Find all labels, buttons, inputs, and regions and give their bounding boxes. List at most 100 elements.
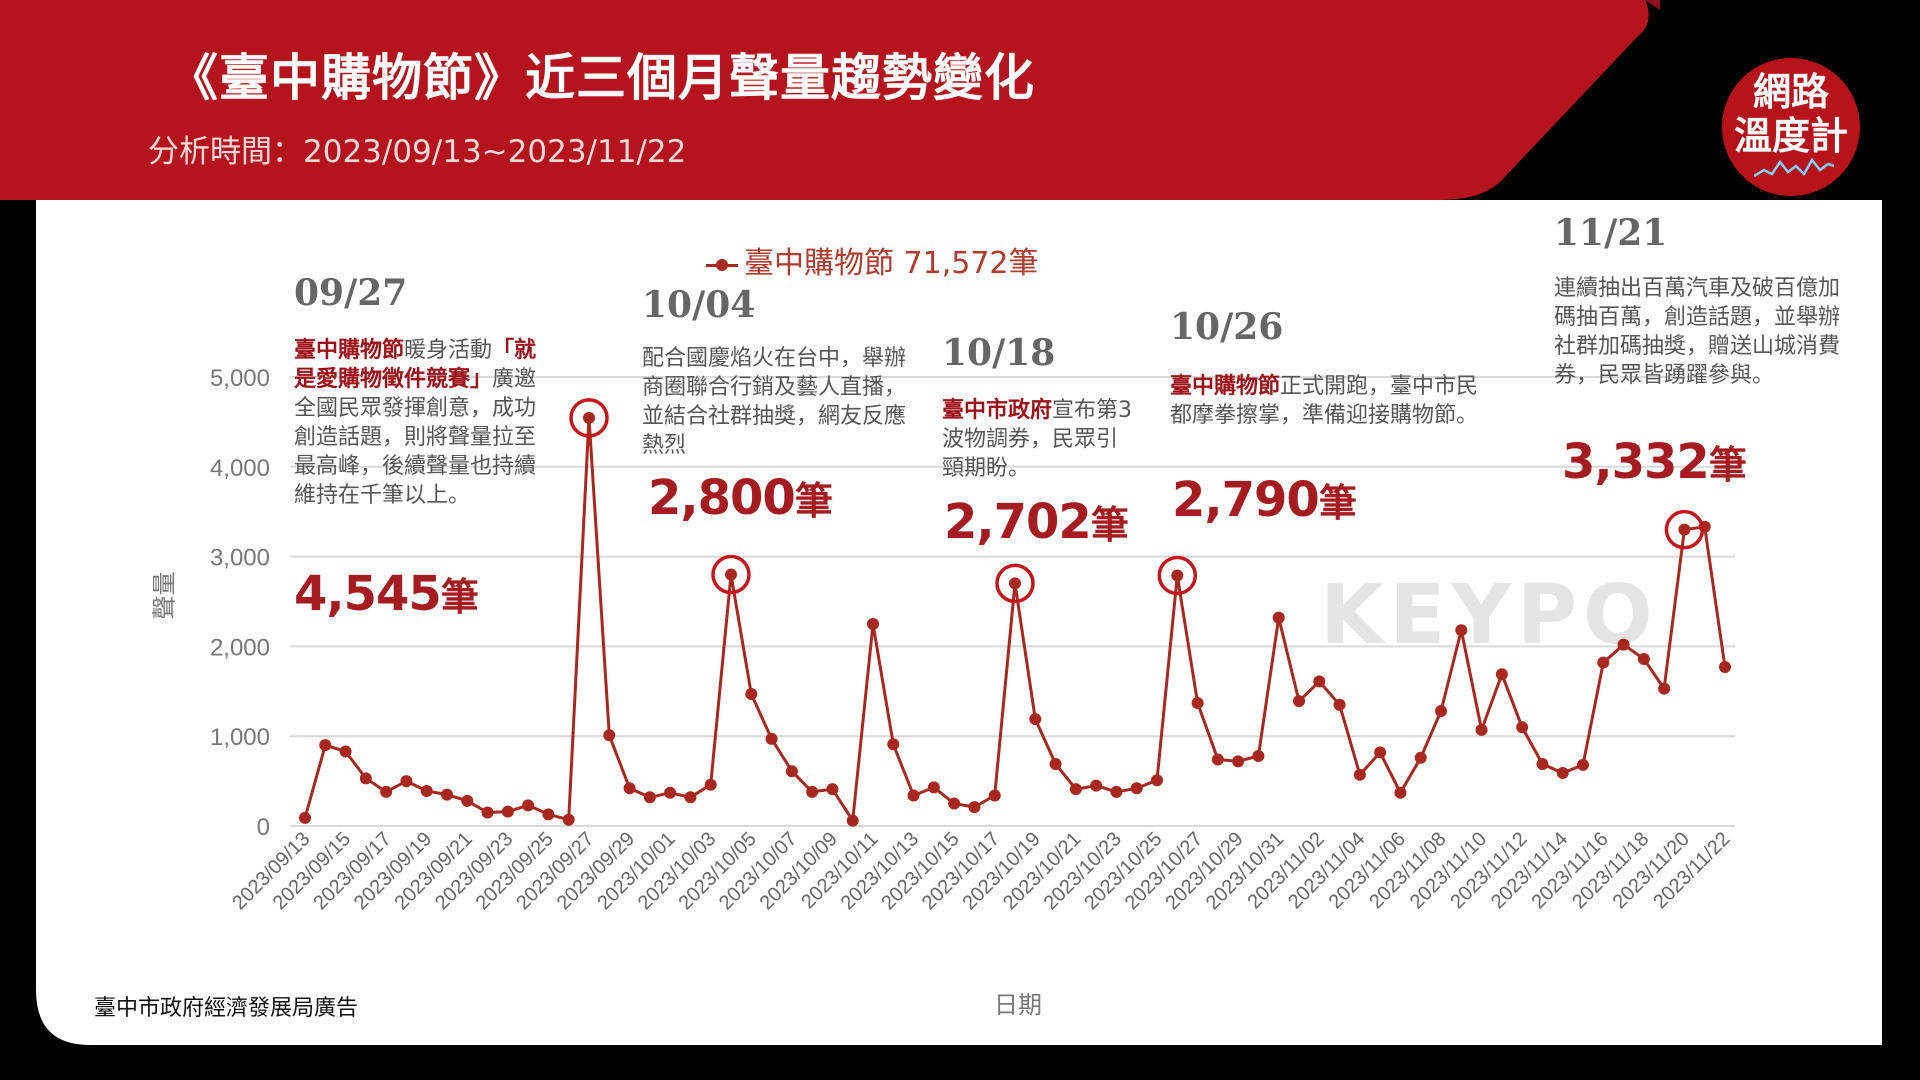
data-point	[420, 784, 433, 797]
annotation-date: 09/27	[294, 272, 408, 314]
data-point	[643, 791, 656, 804]
legend-label: 臺中購物節 71,572筆	[744, 246, 1039, 281]
data-point	[1495, 668, 1508, 681]
data-point	[1333, 698, 1346, 711]
annotation-text: 臺中購物節正式開跑，臺中市民都摩拳擦掌，準備迎接購物節。	[1170, 372, 1480, 430]
data-point	[1252, 749, 1265, 762]
data-point	[583, 411, 595, 424]
data-point	[1435, 705, 1447, 718]
data-point	[542, 808, 555, 821]
data-point	[1191, 696, 1204, 709]
annotation-body: 廣邀全國民眾發揮創意，成功創造話題，則將聲量拉至最高峰，後續聲量也持續維持在千筆…	[294, 367, 537, 508]
data-point	[725, 568, 737, 581]
annotation-date: 11/21	[1554, 212, 1668, 254]
highlight-circle	[1664, 509, 1705, 550]
annotation-date: 10/18	[942, 332, 1056, 374]
data-point	[1475, 723, 1488, 736]
y-axis-label: 聲量	[150, 571, 179, 620]
data-point	[887, 738, 900, 751]
data-point	[846, 814, 859, 827]
y-tick-label: 2,000	[210, 634, 270, 661]
data-point	[1516, 721, 1529, 734]
data-point	[664, 786, 677, 799]
data-point	[1049, 758, 1062, 771]
chart-grid	[290, 376, 1735, 827]
data-point	[1577, 758, 1589, 771]
annotation-text: 臺中市政府宣布第3波物調券，民眾引頸期盼。	[942, 396, 1132, 483]
data-point	[1090, 779, 1103, 792]
highlight-circles	[569, 398, 1705, 604]
annotation-highlight: 「就是愛購物徵件競賽」	[294, 338, 537, 392]
data-point	[339, 745, 352, 758]
annotation-value: 3,332筆	[1562, 434, 1747, 490]
data-point	[684, 791, 697, 804]
legend-marker-icon	[706, 255, 738, 275]
data-point	[603, 729, 616, 742]
data-point	[1069, 783, 1082, 796]
x-axis-ticks: 2023/09/132023/09/152023/09/172023/09/19…	[228, 828, 1734, 914]
data-point	[968, 801, 981, 814]
data-point	[785, 765, 798, 778]
data-point	[826, 783, 839, 796]
annotation-body: 宣布第3波物調券，民眾引頸期盼。	[942, 398, 1133, 481]
header-band	[0, 0, 1649, 200]
page-title: 《臺中購物節》近三個月聲量趨勢變化	[168, 49, 1035, 107]
data-point	[1232, 755, 1245, 768]
data-point	[1414, 751, 1427, 764]
header-band-shade	[1645, 0, 1660, 10]
pulse-icon	[1754, 157, 1834, 178]
annotation-text: 配合國慶焰火在台中，舉辦商圈聯合行銷及藝人直播，並結合社群抽獎，網友反應熱烈	[642, 346, 907, 458]
y-tick-label: 5,000	[210, 365, 270, 392]
annotation-date: 10/04	[642, 284, 756, 326]
data-point	[765, 732, 778, 745]
data-point	[1130, 782, 1143, 795]
data-point	[380, 785, 393, 798]
data-point	[1211, 753, 1224, 766]
highlight-circle	[569, 398, 609, 438]
y-axis-ticks: 0 1,000 2,000 3,000 4,000 5,000	[210, 365, 270, 841]
y-tick-label: 3,000	[210, 545, 270, 572]
annotation-value: 2,790筆	[1172, 472, 1357, 528]
highlight-circle	[711, 554, 751, 595]
logo: 網路 溫度計	[1722, 58, 1860, 196]
data-point	[501, 805, 514, 818]
highlight-circle	[995, 563, 1035, 604]
highlight-circle	[1157, 555, 1198, 596]
y-tick-label: 1,000	[210, 724, 270, 751]
annotation-text: 連續抽出百萬汽車及破百億加碼抽百萬，創造話題，並舉辦社群加碼抽獎，贈送山城消費券…	[1554, 276, 1841, 388]
annotation-highlight: 臺中購物節	[294, 338, 405, 363]
data-point	[704, 778, 717, 791]
annotation-value: 2,702筆	[944, 494, 1129, 550]
data-point	[1151, 774, 1163, 787]
chart-legend: 臺中購物節 71,572筆	[706, 238, 1039, 282]
annotation-highlight: 臺中市政府	[942, 398, 1053, 423]
data-point	[1293, 695, 1305, 708]
data-point	[1313, 675, 1326, 688]
data-point	[927, 781, 940, 794]
data-point	[1617, 638, 1630, 651]
data-point	[319, 739, 332, 752]
data-point	[359, 772, 372, 785]
data-point	[1536, 758, 1549, 771]
data-point	[867, 617, 879, 630]
data-point	[907, 789, 920, 802]
data-point	[1719, 661, 1731, 674]
data-point	[988, 789, 1001, 802]
annotation-body: 正式開跑，臺中市民都摩拳擦掌，準備迎接購物節。	[1170, 374, 1479, 428]
data-point	[948, 797, 961, 810]
data-point	[461, 794, 474, 807]
logo-line-2: 溫度計	[1733, 114, 1848, 158]
data-point	[441, 788, 453, 801]
y-tick-label: 4,000	[210, 455, 270, 482]
x-axis-label: 日期	[994, 991, 1042, 1019]
data-point	[1556, 767, 1569, 780]
data-point	[1110, 785, 1123, 798]
data-point	[1394, 786, 1407, 799]
data-point	[1171, 569, 1184, 582]
data-point	[1009, 577, 1021, 590]
data-point	[1455, 624, 1468, 637]
footer-sponsor: 臺中市政府經濟發展局廣告	[94, 996, 359, 1021]
logo-line-1: 網路	[1752, 70, 1829, 114]
